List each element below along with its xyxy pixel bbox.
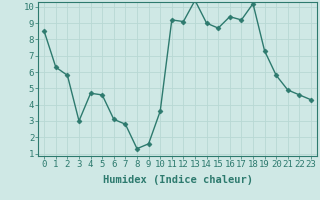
X-axis label: Humidex (Indice chaleur): Humidex (Indice chaleur) bbox=[103, 175, 252, 185]
